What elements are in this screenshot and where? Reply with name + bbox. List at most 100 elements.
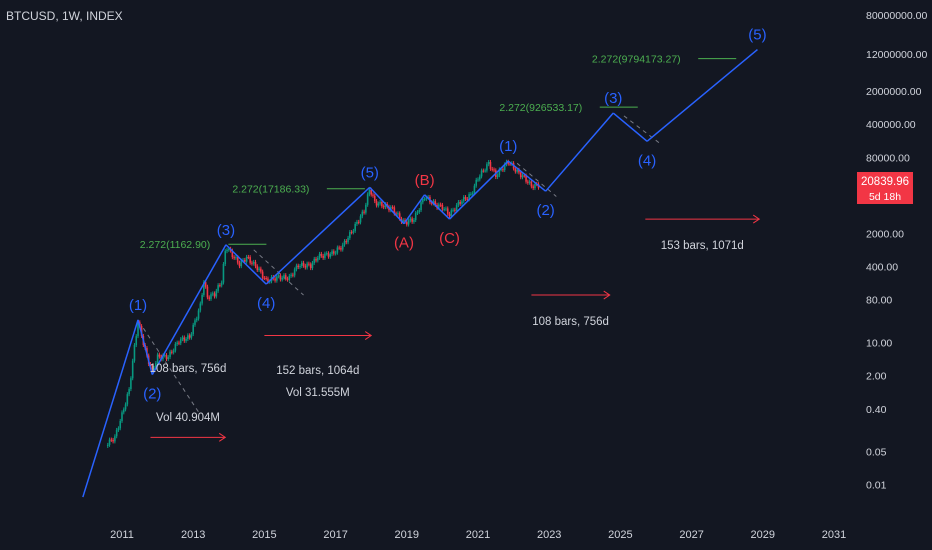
x-tick-label: 2031 [822, 529, 846, 541]
measurement-text: 153 bars, 1071d [661, 240, 744, 252]
measurement-text: Vol 40.904M [156, 412, 220, 424]
candle-body [302, 262, 305, 266]
candle-body [251, 262, 253, 264]
candle-body [464, 197, 467, 199]
candle-body [434, 201, 437, 205]
candle-body [347, 237, 349, 243]
wave-segment [369, 186, 405, 225]
candle-body [135, 336, 138, 346]
candle-body [283, 275, 285, 278]
candle-body [114, 436, 116, 442]
candle-body [452, 209, 454, 211]
candle-body [121, 412, 123, 421]
candle-body [195, 318, 198, 321]
candle-body [496, 175, 499, 178]
candle-body [151, 366, 154, 369]
candle-body [267, 278, 269, 282]
measure-arrow-head [603, 290, 611, 300]
candle-body [446, 208, 449, 214]
candle-body [482, 170, 485, 172]
candle-body [336, 247, 339, 253]
measure-arrow-head [218, 432, 227, 442]
candle-body [240, 260, 243, 267]
candle-body [286, 278, 289, 280]
candle-body [507, 161, 510, 164]
candle-body [197, 310, 200, 319]
candle-body [236, 257, 239, 263]
candle-body [329, 254, 332, 257]
candle-body [167, 357, 170, 360]
y-tick-label: 2000000.00 [866, 86, 922, 98]
candle-body [395, 213, 397, 215]
wave-label: (3) [217, 222, 235, 239]
candle-body [530, 181, 533, 187]
candle-body [315, 258, 317, 261]
candle-body [131, 360, 134, 379]
candle-body [277, 275, 280, 277]
candle-body [279, 275, 282, 280]
candle-body [178, 342, 180, 344]
wave-lines [82, 49, 758, 498]
candle-body [204, 282, 207, 287]
y-tick-label: 0.40 [866, 404, 887, 416]
wave-labels: (1) (2) (3) (4) (5) (A) (B) (C) (1) (2) (3) (4) (5) [129, 27, 767, 403]
wave-segment [507, 160, 547, 192]
candle-body [172, 350, 175, 353]
candle-body [244, 259, 246, 262]
candle-body [320, 253, 323, 256]
candle-body [377, 203, 380, 206]
candle-body [222, 264, 225, 283]
candle-body [478, 176, 481, 180]
candle-body [356, 221, 358, 224]
candle-body [409, 218, 412, 221]
candle-body [210, 294, 212, 299]
candle-body [276, 276, 278, 281]
candle-body [318, 253, 321, 258]
candle-body [422, 199, 424, 203]
candle-body [366, 194, 369, 205]
candle-body [201, 294, 203, 304]
candle-body [338, 247, 340, 249]
candle-body [295, 265, 298, 270]
x-axis: 2011 2013 2015 2017 2019 2021 2023 2025 2027 2029… [110, 529, 846, 541]
candle-body [430, 202, 433, 204]
candle-body [115, 429, 118, 437]
candle-body [171, 351, 173, 353]
candle-body [324, 253, 326, 258]
candle-body [153, 367, 155, 369]
measurement-arrows [150, 214, 761, 442]
candle-body [381, 201, 383, 207]
candle-body [466, 198, 469, 200]
candle-body [238, 262, 241, 267]
price-series [106, 159, 540, 449]
candle-body [108, 439, 111, 445]
candle-body [112, 439, 114, 442]
candle-body [226, 249, 228, 252]
candle-body [397, 213, 399, 215]
candle-body [249, 257, 251, 263]
candle-body [343, 241, 346, 245]
measurement-text: 108 bars, 756d [150, 363, 227, 375]
candle-body [261, 271, 264, 279]
projection-dash [516, 162, 557, 197]
candle-body [322, 255, 324, 258]
candle-body [534, 183, 536, 189]
candle-body [406, 221, 408, 225]
candle-body [188, 335, 191, 338]
candle-body [487, 161, 490, 165]
candle-body [359, 216, 362, 223]
candle-body [254, 261, 257, 267]
candle-body [455, 205, 458, 211]
wave-segment [265, 186, 371, 285]
x-tick-label: 2025 [608, 529, 632, 541]
x-tick-label: 2017 [323, 529, 347, 541]
wave-segment [448, 160, 509, 220]
candle-body [450, 210, 453, 217]
candle-body [473, 185, 476, 194]
x-tick-label: 2013 [181, 529, 205, 541]
candle-body [493, 169, 495, 171]
wave-label: (4) [257, 295, 275, 312]
wave-segment [646, 49, 758, 142]
candle-body [372, 194, 374, 196]
